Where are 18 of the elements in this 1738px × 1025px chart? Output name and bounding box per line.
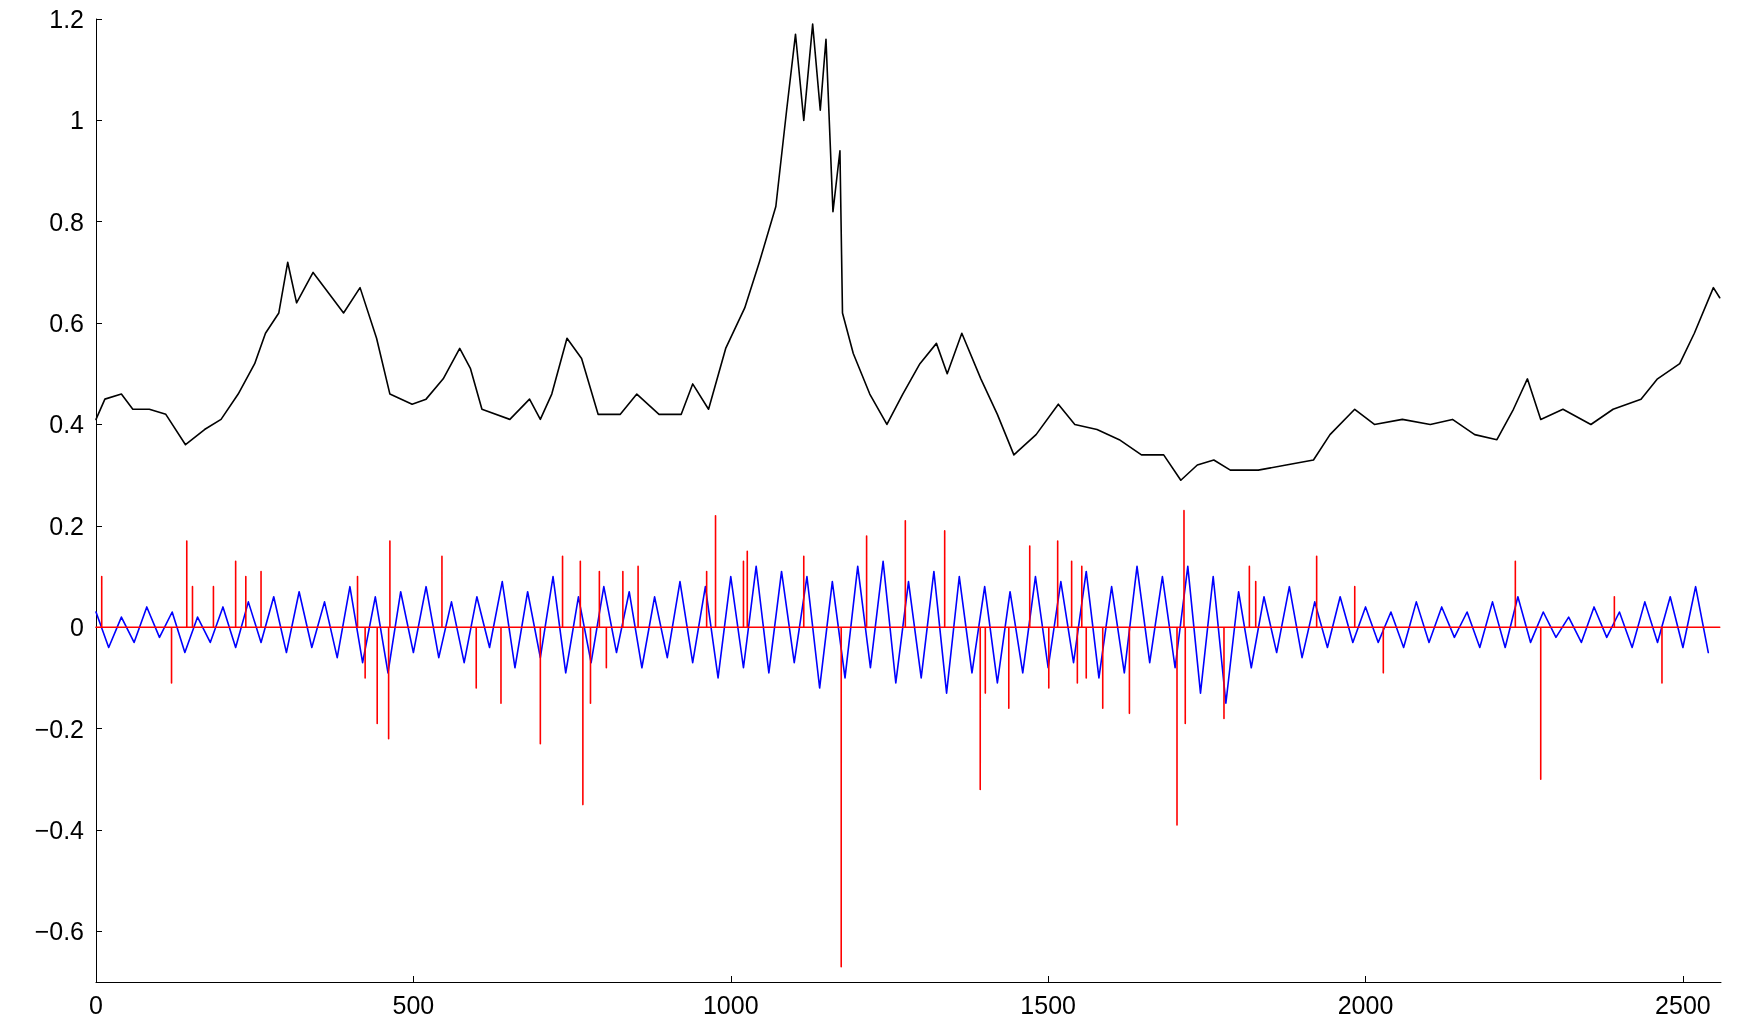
- y-tick-label: −0.4: [34, 815, 85, 844]
- y-tick-label: 0.6: [49, 309, 84, 338]
- y-tick-label: 0.2: [49, 511, 84, 540]
- y-tick-label: 0: [70, 613, 84, 642]
- y-tick-label: 1: [70, 106, 84, 135]
- y-tick-label: 0.8: [49, 207, 84, 236]
- x-tick-label: 2000: [1337, 990, 1394, 1019]
- x-tick-label: 1500: [1020, 990, 1076, 1019]
- x-tick-label: 2500: [1655, 990, 1711, 1019]
- line-series: [95, 509, 1721, 968]
- y-tick-label: −0.6: [34, 917, 84, 946]
- x-tick-label: 500: [392, 990, 435, 1019]
- x-tick-label: 1000: [702, 990, 759, 1019]
- y-tick-label: −0.2: [34, 714, 84, 743]
- y-tick-label: 0.4: [49, 410, 85, 439]
- y-tick-label: 1.2: [49, 5, 84, 33]
- line-series: [95, 560, 1710, 705]
- x-tick-label: 0: [89, 990, 103, 1019]
